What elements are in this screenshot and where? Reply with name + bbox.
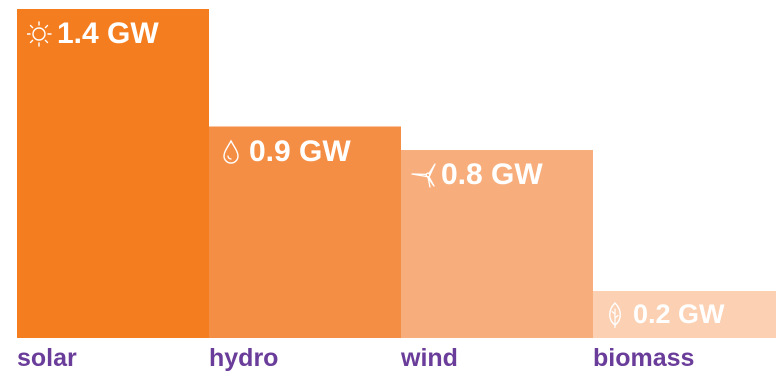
bar-biomass <box>593 291 776 338</box>
value-label-wind: 0.8 GW <box>411 158 543 192</box>
bar-wind <box>401 150 593 338</box>
bar-hydro <box>209 126 401 338</box>
leaf-icon <box>609 301 621 328</box>
value-label-solar: 1.4 GW <box>27 17 159 51</box>
sun-icon <box>27 21 52 47</box>
bar-solar <box>17 9 209 338</box>
value-label-biomass: 0.2 GW <box>603 299 725 330</box>
value-text: 0.2 GW <box>633 299 725 329</box>
water-drop-icon <box>223 139 239 164</box>
category-label-hydro: hydro <box>209 344 279 372</box>
value-text: 1.4 GW <box>57 17 159 50</box>
value-label-hydro: 0.9 GW <box>219 135 351 169</box>
value-text: 0.9 GW <box>249 134 351 168</box>
category-label-wind: wind <box>401 344 458 372</box>
value-text: 0.8 GW <box>441 158 543 191</box>
wind-turbine-icon <box>411 163 436 188</box>
category-label-biomass: biomass <box>593 344 695 372</box>
category-label-solar: solar <box>17 344 77 372</box>
